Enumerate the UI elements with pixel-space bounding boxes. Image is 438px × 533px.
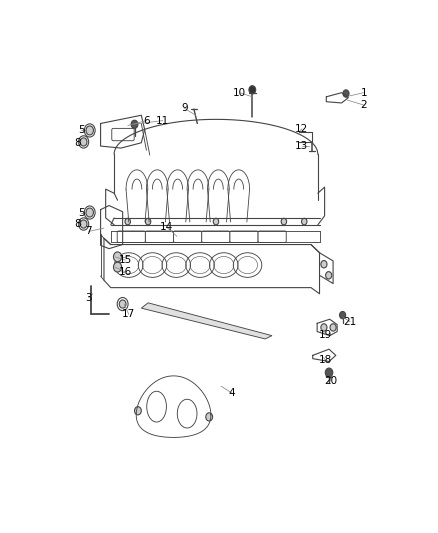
Circle shape xyxy=(301,219,307,225)
Text: 5: 5 xyxy=(78,207,85,217)
Text: 3: 3 xyxy=(85,293,92,303)
Text: 17: 17 xyxy=(122,309,135,319)
Circle shape xyxy=(134,407,141,415)
Text: 18: 18 xyxy=(319,356,332,365)
FancyBboxPatch shape xyxy=(202,231,230,243)
Text: 12: 12 xyxy=(295,124,308,134)
Circle shape xyxy=(249,86,256,94)
Text: 16: 16 xyxy=(119,267,132,277)
Circle shape xyxy=(145,219,151,225)
Circle shape xyxy=(80,138,87,146)
Circle shape xyxy=(213,219,219,225)
Text: 4: 4 xyxy=(229,388,235,398)
Text: 15: 15 xyxy=(119,255,132,265)
Text: 7: 7 xyxy=(85,227,92,237)
Text: 20: 20 xyxy=(324,376,337,386)
Circle shape xyxy=(281,219,286,225)
Text: 11: 11 xyxy=(156,116,170,126)
Text: 14: 14 xyxy=(160,222,173,232)
Text: 13: 13 xyxy=(295,141,308,151)
Circle shape xyxy=(321,261,327,268)
Circle shape xyxy=(113,252,122,262)
Circle shape xyxy=(325,368,333,377)
Text: 5: 5 xyxy=(78,125,85,135)
Circle shape xyxy=(339,311,346,319)
Text: 8: 8 xyxy=(74,219,81,229)
Circle shape xyxy=(131,120,138,128)
Circle shape xyxy=(343,90,349,97)
FancyBboxPatch shape xyxy=(173,231,202,243)
Text: 9: 9 xyxy=(181,103,188,114)
FancyBboxPatch shape xyxy=(258,231,286,243)
Text: 1: 1 xyxy=(360,88,367,98)
Circle shape xyxy=(119,300,126,308)
Text: 2: 2 xyxy=(360,100,367,110)
Text: 21: 21 xyxy=(343,317,357,327)
Circle shape xyxy=(325,272,332,279)
Text: 6: 6 xyxy=(143,116,150,126)
Text: 19: 19 xyxy=(319,330,332,340)
Circle shape xyxy=(206,413,212,421)
FancyBboxPatch shape xyxy=(230,231,258,243)
Circle shape xyxy=(113,262,122,272)
Circle shape xyxy=(330,324,336,331)
Circle shape xyxy=(321,324,327,331)
Circle shape xyxy=(125,219,131,225)
Polygon shape xyxy=(141,303,272,339)
FancyBboxPatch shape xyxy=(112,128,134,141)
Text: 10: 10 xyxy=(233,88,246,98)
Circle shape xyxy=(86,208,93,217)
FancyBboxPatch shape xyxy=(117,231,145,243)
Text: 8: 8 xyxy=(74,138,81,148)
Circle shape xyxy=(80,220,87,228)
FancyBboxPatch shape xyxy=(145,231,173,243)
Circle shape xyxy=(86,126,93,135)
